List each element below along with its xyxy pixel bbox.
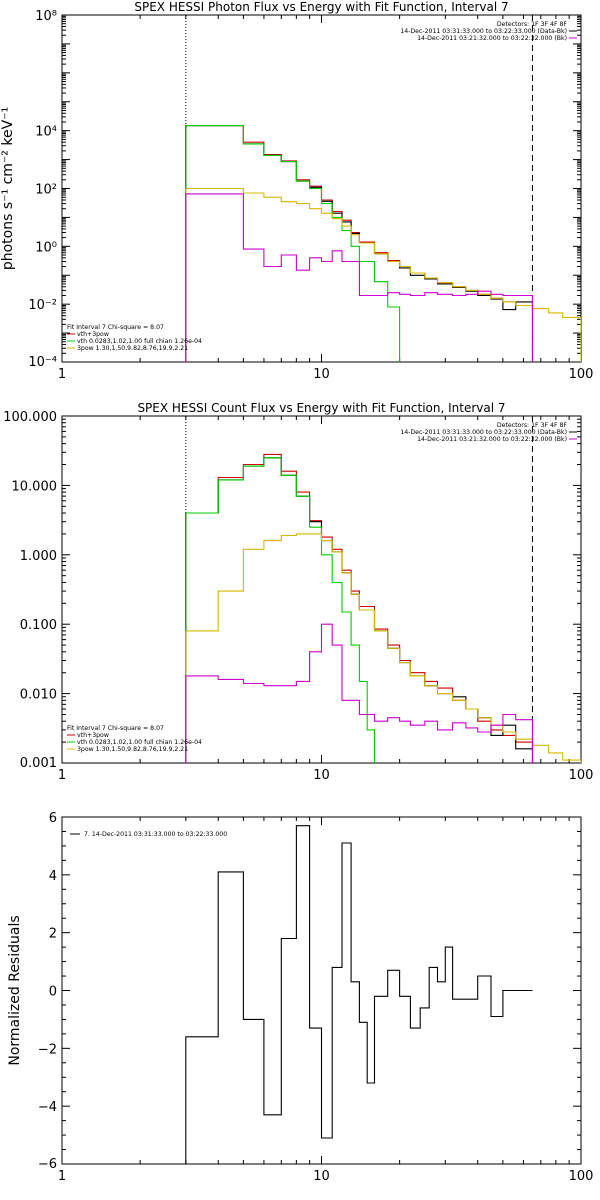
- fit-info-line: vth 0.0283,1.02,1.00 full chian 1.26e-04: [77, 338, 202, 345]
- fit-info-line: vth+3pow: [77, 331, 109, 338]
- x-tick-label: 100: [569, 367, 594, 382]
- x-tick-label: 1: [58, 768, 66, 783]
- series-3pow: [185, 533, 581, 763]
- y-tick-label: 0.010: [20, 688, 57, 703]
- series-group: [185, 825, 533, 1164]
- y-tick-label: 4: [49, 869, 57, 884]
- series-vth: [185, 457, 376, 763]
- y-tick-label: 0.001: [20, 756, 57, 771]
- header-line: 14-Dec-2011 03:31:33.000 to 03:22:33.000…: [400, 429, 567, 436]
- x-tick-label: 1: [58, 1169, 66, 1184]
- y-axis-label: Normalized Residuals: [7, 915, 23, 1065]
- residual-legend-label: 7. 14-Dec-2011 03:31:33.000 to 03:22:33.…: [84, 831, 227, 838]
- x-tick-label: 100: [569, 1169, 594, 1184]
- series-3pow: [185, 187, 581, 362]
- y-tick-label: 0: [49, 985, 57, 1000]
- y-tick-label: 10⁻²: [28, 298, 57, 313]
- chart-title: SPEX HESSI Count Flux vs Energy with Fit…: [137, 401, 505, 415]
- y-tick-label: 10⁸: [35, 9, 57, 24]
- x-tick-label: 10: [313, 768, 330, 783]
- header-line: Detectors: 1F 3F 4F 8F: [497, 21, 568, 28]
- fit-info-line: vth+3pow: [77, 732, 109, 739]
- y-tick-label: 6: [49, 811, 57, 826]
- y-tick-label: 10.000: [12, 479, 58, 494]
- fit-info-line: Fit Interval 7 Chi-square = 8.07: [67, 725, 164, 732]
- y-tick-label: 100.000: [3, 410, 57, 425]
- plot-frame: [61, 415, 582, 764]
- photon-flux-panel: SPEX HESSI Photon Flux vs Energy with Fi…: [0, 0, 593, 382]
- y-tick-label: 10⁻⁴: [28, 355, 57, 370]
- series-7-14-dec-2011-03-31-33-000-to-03-22-33-000: [185, 825, 533, 1164]
- y-tick-label: 10²: [35, 183, 57, 198]
- y-axis-label: photons s⁻¹ cm⁻² keV⁻¹: [0, 107, 16, 270]
- x-tick-label: 10: [313, 1169, 330, 1184]
- fit-info-line: 3pow 1.30,1.50,9.82,8.76,19.9,2.21: [77, 746, 188, 753]
- y-tick-label: −6: [38, 1157, 57, 1172]
- series-group: [185, 453, 581, 763]
- series-bk: [185, 623, 534, 763]
- chart-title: SPEX HESSI Photon Flux vs Energy with Fi…: [134, 0, 508, 14]
- y-tick-label: 10⁴: [35, 125, 57, 140]
- y-tick-label: 2: [49, 927, 57, 942]
- header-line: Detectors: 1F 3F 4F 8F: [497, 422, 568, 429]
- y-tick-label: 10⁰: [35, 240, 57, 255]
- header-line: 14-Dec-2011 03:21:32.000 to 03:22:32.000…: [417, 35, 567, 42]
- x-tick-label: 100: [569, 768, 594, 783]
- fit-info-line: 3pow 1.30,1.50,9.82,8.76,19.9,2.21: [77, 345, 188, 352]
- count-flux-panel: SPEX HESSI Count Flux vs Energy with Fit…: [3, 401, 593, 783]
- y-tick-label: 1.000: [20, 549, 57, 564]
- x-tick-label: 1: [58, 367, 66, 382]
- residuals-panel: 1 10 100 −6 −4 −2 0 2 4 6 Normalized Residuals 7. 1…: [7, 811, 593, 1184]
- series-vth-3pow: [185, 125, 534, 362]
- series-group: [185, 125, 581, 362]
- y-tick-label: −4: [38, 1100, 57, 1115]
- series-vth: [185, 125, 401, 362]
- series-bk: [185, 193, 534, 362]
- fit-info-line: Fit Interval 7 Chi-square = 8.07: [67, 324, 164, 331]
- x-tick-label: 10: [313, 367, 330, 382]
- y-tick-label: −2: [38, 1042, 57, 1057]
- series-data-bk: [185, 457, 534, 763]
- header-line: 14-Dec-2011 03:21:32.000 to 03:22:32.000…: [417, 436, 567, 443]
- y-tick-label: 0.100: [20, 618, 57, 633]
- header-line: 14-Dec-2011 03:31:33.000 to 03:22:33.000…: [400, 28, 567, 35]
- series-data-bk: [185, 125, 534, 362]
- fit-info-line: vth 0.0283,1.02,1.00 full chian 1.26e-04: [77, 739, 202, 746]
